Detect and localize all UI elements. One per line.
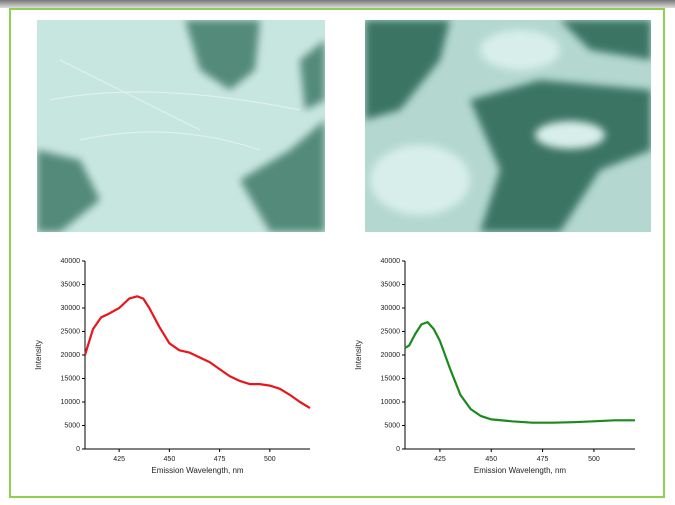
x-axis-label: Emission Wavelength, nm <box>151 466 244 475</box>
frame <box>9 8 665 498</box>
y-tick-label: 0 <box>396 446 400 453</box>
x-tick-label: 425 <box>113 456 125 463</box>
y-tick-label: 5000 <box>384 422 400 429</box>
y-tick-label: 35000 <box>61 281 81 288</box>
y-axis-label: Intensity <box>34 340 43 370</box>
y-tick-label: 30000 <box>61 305 81 312</box>
x-tick-label: 425 <box>434 456 446 463</box>
y-tick-label: 15000 <box>61 375 81 382</box>
y-tick-label: 25000 <box>61 328 81 335</box>
y-tick-label: 40000 <box>61 258 81 265</box>
y-tick-label: 5000 <box>64 422 80 429</box>
x-tick-label: 500 <box>264 456 276 463</box>
y-tick-label: 40000 <box>381 258 401 265</box>
photo-right <box>365 20 651 232</box>
y-tick-label: 15000 <box>381 375 401 382</box>
y-tick-label: 20000 <box>61 352 81 359</box>
y-tick-label: 30000 <box>381 305 401 312</box>
top-bar <box>0 0 675 8</box>
x-tick-label: 500 <box>588 456 600 463</box>
y-tick-label: 10000 <box>381 399 401 406</box>
data-line <box>404 321 635 424</box>
y-tick-label: 20000 <box>381 352 401 359</box>
y-tick-label: 0 <box>76 446 80 453</box>
y-axis-label: Intensity <box>354 340 363 370</box>
photo-left <box>37 20 325 232</box>
data-line <box>83 295 311 410</box>
y-tick-label: 35000 <box>381 281 401 288</box>
x-tick-label: 450 <box>164 456 176 463</box>
y-tick-label: 25000 <box>381 328 401 335</box>
x-axis-label: Emission Wavelength, nm <box>474 466 567 475</box>
y-tick-label: 10000 <box>61 399 81 406</box>
x-tick-label: 475 <box>214 456 226 463</box>
x-tick-label: 475 <box>537 456 549 463</box>
x-tick-label: 450 <box>485 456 497 463</box>
